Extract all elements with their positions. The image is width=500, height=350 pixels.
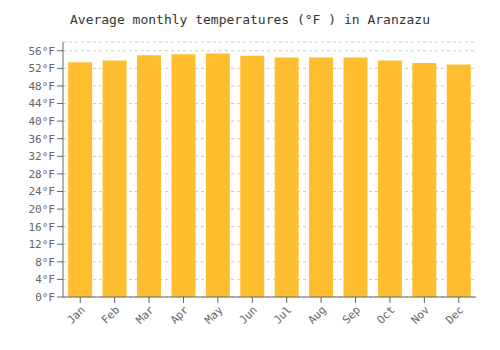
svg-text:Jul: Jul [271, 303, 294, 326]
svg-text:24°F: 24°F [29, 185, 56, 198]
svg-text:Sep: Sep [340, 303, 363, 326]
svg-text:Mar: Mar [133, 303, 157, 327]
svg-text:12°F: 12°F [29, 238, 56, 251]
svg-text:Aug: Aug [306, 303, 329, 326]
svg-text:48°F: 48°F [29, 80, 56, 93]
svg-text:0°F: 0°F [35, 291, 55, 304]
html-text:Average monthly temperatures (: Average monthly temperatures (°F ) in Ar… [70, 12, 430, 27]
svg-text:16°F: 16°F [29, 221, 56, 234]
svg-text:8°F: 8°F [35, 256, 55, 269]
svg-text:Feb: Feb [99, 303, 122, 326]
svg-text:4°F: 4°F [35, 273, 55, 286]
svg-text:Apr: Apr [168, 303, 192, 327]
svg-text:Nov: Nov [409, 303, 433, 327]
svg-text:Jan: Jan [65, 303, 88, 326]
svg-text:May: May [202, 303, 226, 327]
svg-text:Oct: Oct [374, 303, 397, 326]
svg-text:32°F: 32°F [29, 150, 56, 163]
svg-text:28°F: 28°F [29, 168, 56, 181]
svg-text:52°F: 52°F [29, 62, 56, 75]
svg-text:36°F: 36°F [29, 133, 56, 146]
svg-text:56°F: 56°F [29, 45, 56, 58]
svg-text:20°F: 20°F [29, 203, 56, 216]
svg-text:Jun: Jun [237, 303, 260, 326]
svg-text:40°F: 40°F [29, 115, 56, 128]
svg-text:Dec: Dec [443, 303, 466, 326]
svg-text:44°F: 44°F [29, 97, 56, 110]
